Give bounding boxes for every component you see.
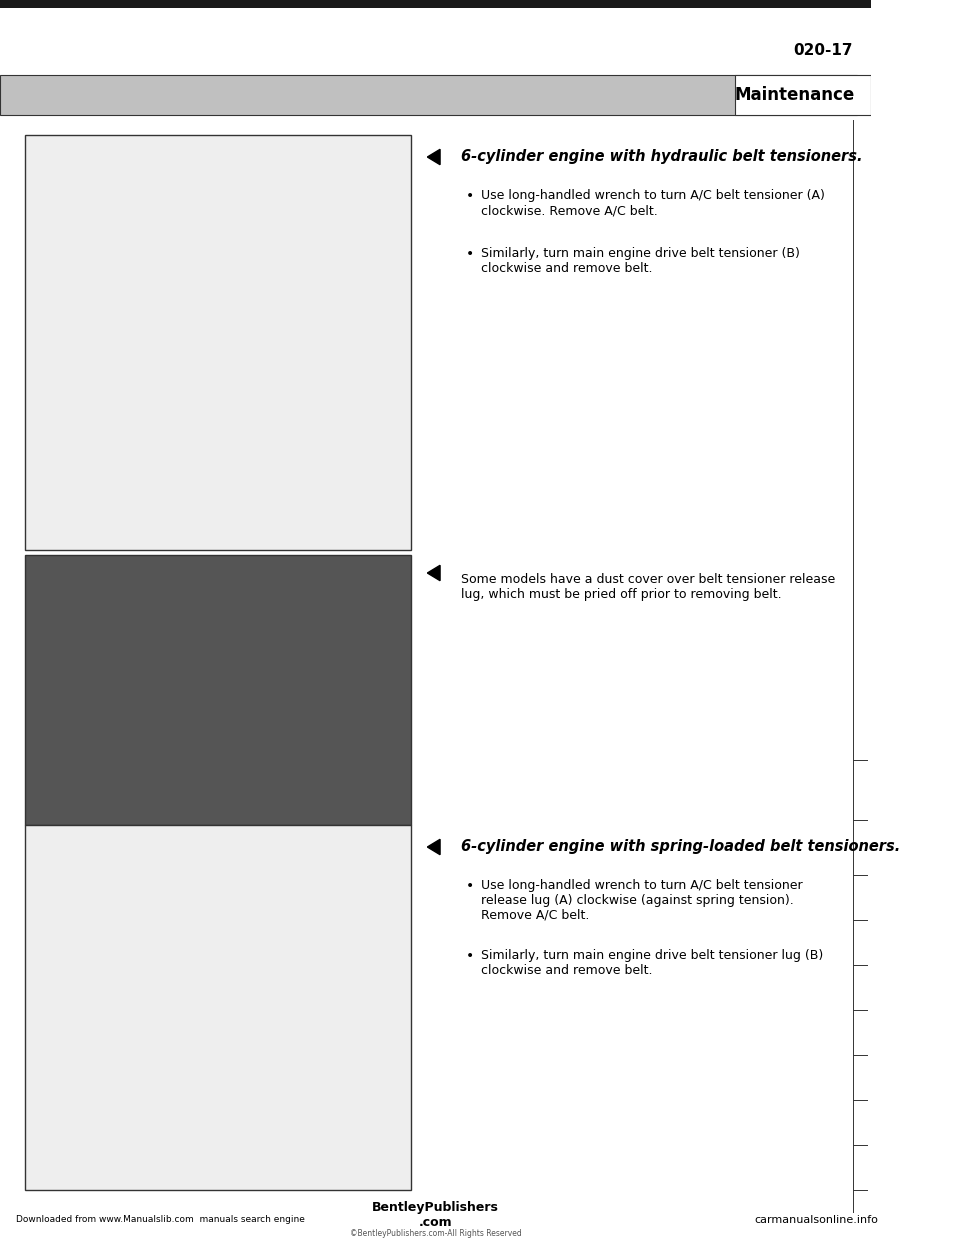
Text: .com: .com xyxy=(419,1216,452,1228)
Bar xyxy=(735,75,871,116)
Text: 020-17: 020-17 xyxy=(793,43,852,58)
Text: 6-cylinder engine with spring-loaded belt tensioners.: 6-cylinder engine with spring-loaded bel… xyxy=(461,840,900,854)
Text: Use long-handled wrench to turn A/C belt tensioner (A)
clockwise. Remove A/C bel: Use long-handled wrench to turn A/C belt… xyxy=(481,189,825,217)
Text: Downloaded from www.Manualslib.com  manuals search engine: Downloaded from www.Manualslib.com manua… xyxy=(16,1216,305,1225)
Text: Similarly, turn main engine drive belt tensioner lug (B)
clockwise and remove be: Similarly, turn main engine drive belt t… xyxy=(481,949,823,977)
Text: BentleyPublishers: BentleyPublishers xyxy=(372,1201,499,1215)
Text: •: • xyxy=(466,879,473,893)
Text: 6-cylinder engine with hydraulic belt tensioners.: 6-cylinder engine with hydraulic belt te… xyxy=(461,149,862,164)
Polygon shape xyxy=(427,565,440,581)
Text: Similarly, turn main engine drive belt tensioner (B)
clockwise and remove belt.: Similarly, turn main engine drive belt t… xyxy=(481,247,800,274)
Text: •: • xyxy=(466,949,473,963)
Bar xyxy=(25,555,411,825)
Bar xyxy=(25,825,411,1190)
Text: Use long-handled wrench to turn A/C belt tensioner
release lug (A) clockwise (ag: Use long-handled wrench to turn A/C belt… xyxy=(481,879,803,922)
Bar xyxy=(0,75,857,116)
Text: carmanualsonline.info: carmanualsonline.info xyxy=(755,1215,878,1225)
Text: •: • xyxy=(466,247,473,261)
Polygon shape xyxy=(427,840,440,854)
Text: •: • xyxy=(466,189,473,202)
Text: ©BentleyPublishers.com-All Rights Reserved: ©BentleyPublishers.com-All Rights Reserv… xyxy=(349,1230,521,1238)
Text: Some models have a dust cover over belt tensioner release
lug, which must be pri: Some models have a dust cover over belt … xyxy=(461,573,835,601)
Text: Maintenance: Maintenance xyxy=(734,86,854,104)
Polygon shape xyxy=(427,149,440,165)
Bar xyxy=(25,135,411,550)
Bar xyxy=(0,0,871,7)
